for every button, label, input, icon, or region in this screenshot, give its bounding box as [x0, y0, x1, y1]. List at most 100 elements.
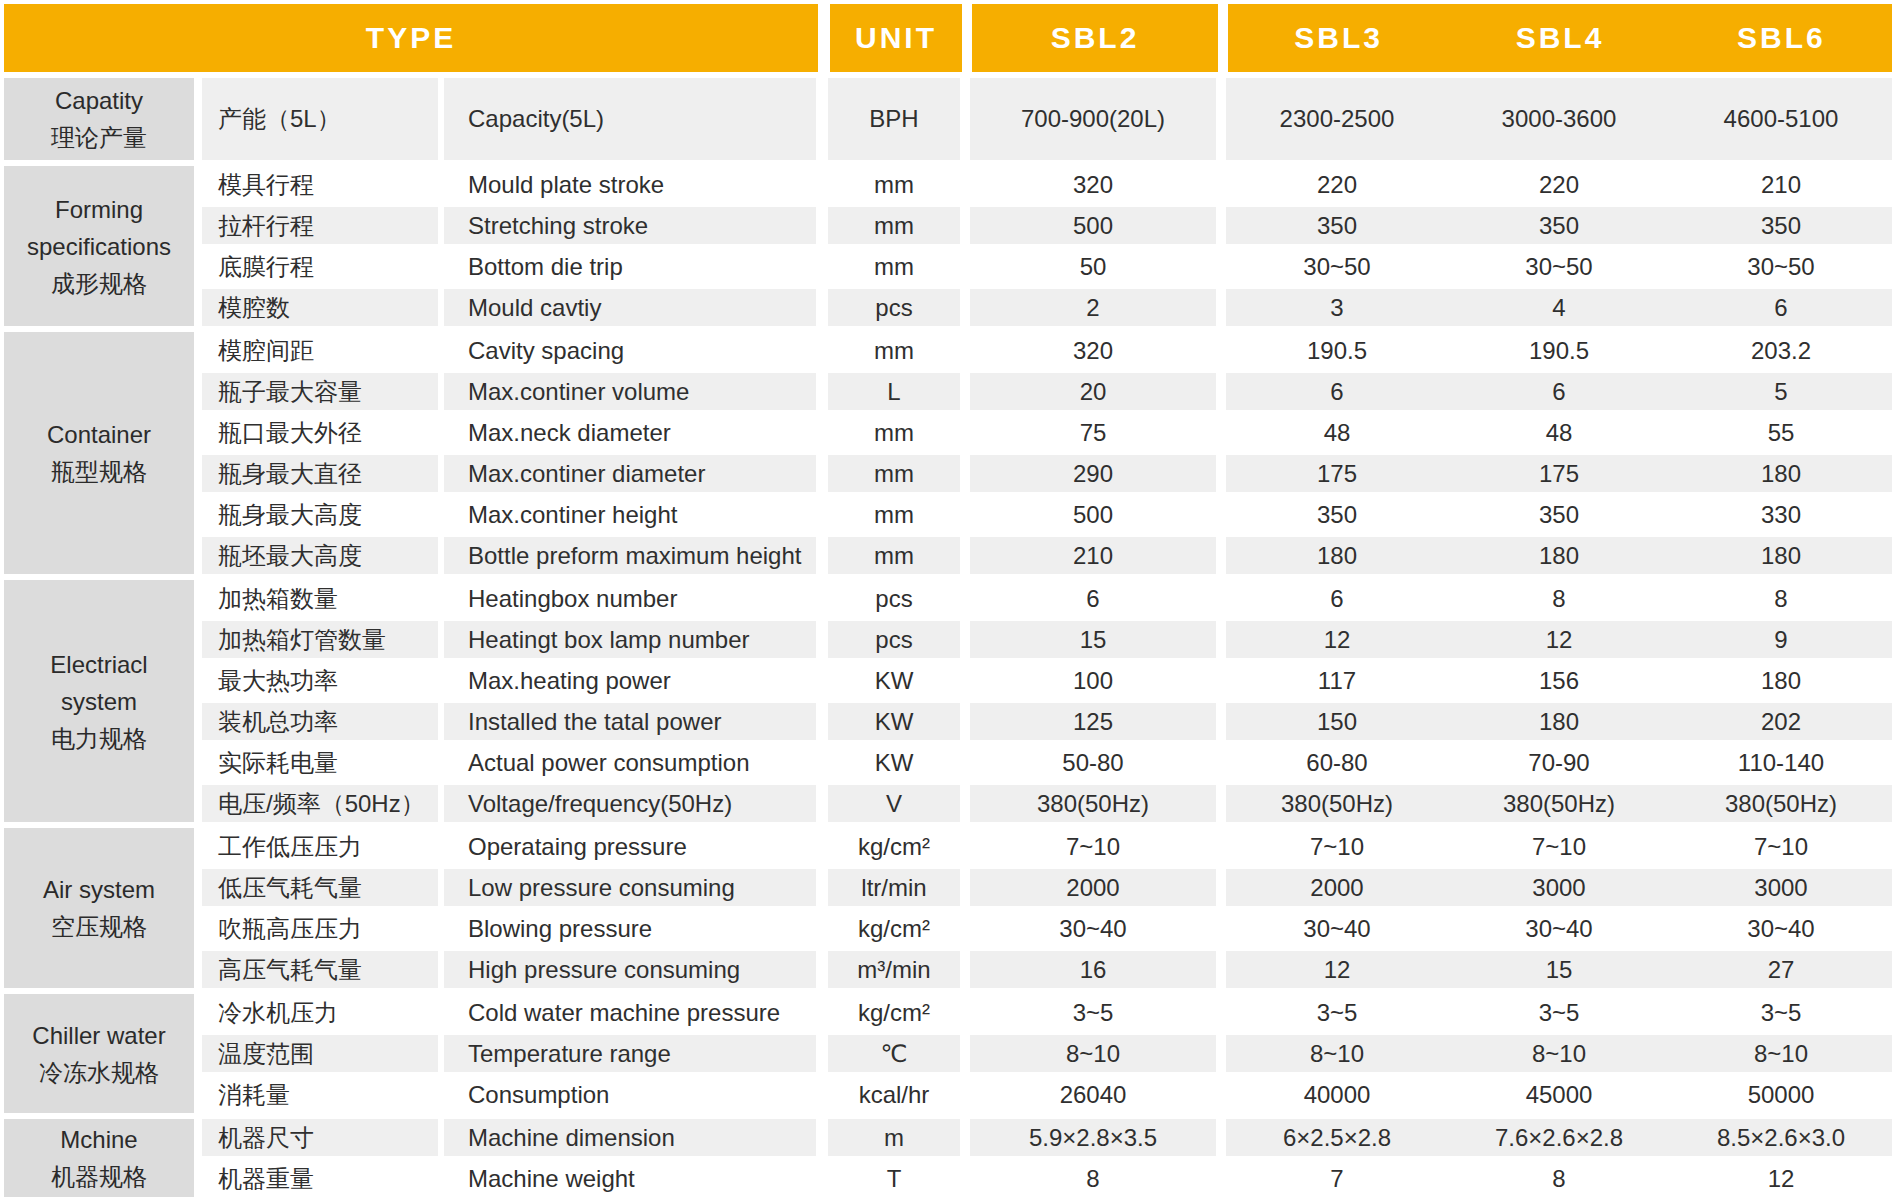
section-container: Container瓶型规格模腔间距Cavity spacingmm320190.…	[4, 332, 1892, 574]
row-unit: pcs	[828, 580, 960, 617]
divider	[1216, 332, 1226, 369]
group-label-line: specifications	[27, 228, 171, 265]
row-value-group: 30~4030~4030~40	[1226, 910, 1892, 947]
row-value-sbl4: 30~40	[1448, 915, 1670, 943]
row-value-sbl6: 30~40	[1670, 915, 1892, 943]
row-value-sbl6: 55	[1670, 419, 1892, 447]
row-value-sbl6: 330	[1670, 501, 1892, 529]
divider	[960, 496, 970, 533]
divider	[816, 289, 828, 326]
group-label-line: Forming	[55, 191, 143, 228]
divider	[960, 289, 970, 326]
group-cell-air: Air system空压规格	[4, 828, 194, 988]
row-label-en: Max.continer diameter	[444, 455, 816, 492]
section-chiller: Chiller water冷冻水规格冷水机压力Cold water machin…	[4, 994, 1892, 1113]
row-value-group: 117156180	[1226, 662, 1892, 699]
row-value-sbl2: 8~10	[970, 1035, 1216, 1072]
divider	[960, 248, 970, 285]
divider	[1216, 455, 1226, 492]
divider	[1216, 289, 1226, 326]
row-value-group: 180180180	[1226, 537, 1892, 574]
divider	[960, 662, 970, 699]
row-value-sbl4: 3000	[1448, 874, 1670, 902]
row-value-sbl6: 202	[1670, 708, 1892, 736]
table-row: 最大热功率Max.heating powerKW100117156180	[202, 662, 1892, 699]
row-value-group: 350350330	[1226, 496, 1892, 533]
row-value-sbl6: 8	[1670, 585, 1892, 613]
row-value-sbl4: 350	[1448, 212, 1670, 240]
divider	[1216, 580, 1226, 617]
table-row: 模具行程Mould plate strokemm320220220210	[202, 166, 1892, 203]
row-label-zh: 电压/频率（50Hz）	[202, 785, 438, 822]
row-label-zh: 机器尺寸	[202, 1119, 438, 1156]
row-unit: mm	[828, 455, 960, 492]
divider	[816, 1035, 828, 1072]
row-label-zh: 瓶身最大直径	[202, 455, 438, 492]
divider	[816, 828, 828, 865]
divider	[960, 207, 970, 244]
divider	[1216, 496, 1226, 533]
divider	[816, 869, 828, 906]
divider	[1216, 785, 1226, 822]
row-label-en: Max.heating power	[444, 662, 816, 699]
row-value-sbl2: 700-900(20L)	[970, 78, 1216, 160]
row-label-en: Consumption	[444, 1076, 816, 1113]
divider	[960, 455, 970, 492]
row-label-zh: 温度范围	[202, 1035, 438, 1072]
divider	[1216, 744, 1226, 781]
row-value-group: 7~107~107~10	[1226, 828, 1892, 865]
row-value-sbl4: 7.6×2.6×2.8	[1448, 1124, 1670, 1152]
group-cell-container: Container瓶型规格	[4, 332, 194, 574]
divider	[816, 994, 828, 1031]
row-label-zh: 机器重量	[202, 1160, 438, 1197]
row-unit: L	[828, 373, 960, 410]
row-value-sbl4: 220	[1448, 171, 1670, 199]
divider	[1218, 4, 1228, 72]
divider	[816, 248, 828, 285]
row-value-sbl2: 210	[970, 537, 1216, 574]
table-row: 工作低压压力Operataing pressurekg/cm²7~107~107…	[202, 828, 1892, 865]
row-value-sbl2: 5.9×2.8×3.5	[970, 1119, 1216, 1156]
row-unit: kg/cm²	[828, 910, 960, 947]
row-unit: m³/min	[828, 951, 960, 988]
row-value-sbl3: 8~10	[1226, 1040, 1448, 1068]
divider	[960, 537, 970, 574]
row-value-sbl6: 5	[1670, 378, 1892, 406]
header-model-sbl3: SBL3	[1228, 21, 1449, 55]
row-value-sbl3: 190.5	[1226, 337, 1448, 365]
divider	[816, 1160, 828, 1197]
row-unit: pcs	[828, 289, 960, 326]
row-unit: mm	[828, 537, 960, 574]
divider	[816, 910, 828, 947]
group-label-line: Capatity	[55, 82, 143, 119]
group-label-line: 成形规格	[51, 265, 147, 302]
divider	[816, 78, 828, 160]
row-value-group: 30~5030~5030~50	[1226, 248, 1892, 285]
row-value-sbl2: 8	[970, 1160, 1216, 1197]
row-value-sbl4: 15	[1448, 956, 1670, 984]
row-value-sbl4: 4	[1448, 294, 1670, 322]
row-value-sbl6: 8~10	[1670, 1040, 1892, 1068]
row-value-sbl3: 3~5	[1226, 999, 1448, 1027]
divider	[1216, 1160, 1226, 1197]
row-label-zh: 冷水机压力	[202, 994, 438, 1031]
table-row: 加热箱灯管数量Heatingt box lamp numberpcs151212…	[202, 621, 1892, 658]
row-label-zh: 模腔数	[202, 289, 438, 326]
row-value-sbl4: 6	[1448, 378, 1670, 406]
row-value-sbl3: 40000	[1226, 1081, 1448, 1109]
row-value-sbl3: 2300-2500	[1226, 105, 1448, 133]
row-value-sbl3: 6	[1226, 378, 1448, 406]
header-model-sbl2: SBL2	[972, 4, 1218, 72]
row-value-sbl3: 350	[1226, 501, 1448, 529]
row-value-sbl2: 20	[970, 373, 1216, 410]
row-value-sbl6: 8.5×2.6×3.0	[1670, 1124, 1892, 1152]
row-value-sbl3: 6×2.5×2.8	[1226, 1124, 1448, 1152]
divider	[1216, 373, 1226, 410]
section-air: Air system空压规格工作低压压力Operataing pressurek…	[4, 828, 1892, 988]
divider	[1216, 910, 1226, 947]
row-value-group: 400004500050000	[1226, 1076, 1892, 1113]
row-label-zh: 瓶口最大外径	[202, 414, 438, 451]
divider	[960, 621, 970, 658]
row-value-sbl2: 290	[970, 455, 1216, 492]
row-label-en: Temperature range	[444, 1035, 816, 1072]
